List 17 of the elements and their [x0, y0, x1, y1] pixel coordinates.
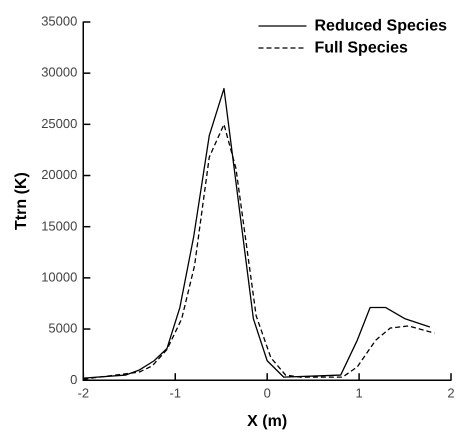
x-tick-label: 0: [264, 386, 271, 401]
x-tick-label: -1: [169, 386, 182, 401]
y-tick-label: 10000: [41, 269, 78, 284]
y-tick-label: 15000: [41, 218, 78, 234]
x-tick-label: -2: [78, 386, 90, 401]
x-tick-label: 1: [355, 386, 363, 401]
y-tick-label: 5000: [48, 320, 78, 336]
y-tick-label: 30000: [41, 64, 78, 80]
legend-label: Reduced Species: [314, 17, 448, 34]
y-tick-label: 0: [70, 372, 78, 387]
x-tick-label: 2: [447, 386, 455, 401]
y-tick-label: 35000: [41, 14, 78, 29]
y-tick-label: 25000: [41, 116, 78, 131]
y-tick-label: 20000: [41, 167, 78, 182]
y-axis-title: Ttrn (K): [13, 172, 30, 230]
legend-label: Full Species: [314, 39, 408, 56]
x-axis-title: X (m): [247, 412, 288, 430]
